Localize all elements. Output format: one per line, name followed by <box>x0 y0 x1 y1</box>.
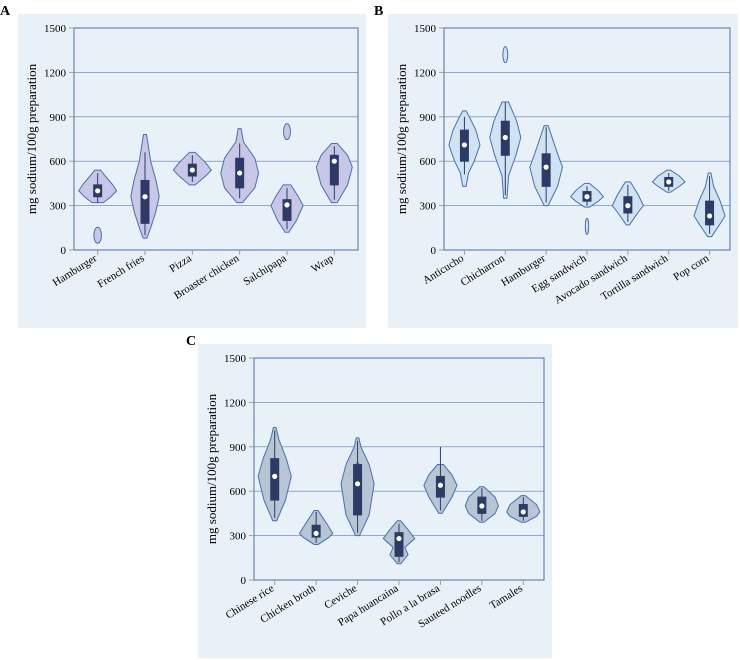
svg-text:900: 900 <box>50 112 67 124</box>
svg-text:mg sodium/100g preparation: mg sodium/100g preparation <box>394 63 409 214</box>
figure-root: { "figure": { "bg_color": "#ffffff", "pa… <box>0 0 740 660</box>
panel-a-label: A <box>0 4 10 20</box>
panel-c-label: C <box>186 334 196 350</box>
median-marker <box>396 536 402 542</box>
median-marker <box>479 503 485 509</box>
svg-text:mg sodium/100g preparation: mg sodium/100g preparation <box>24 63 39 214</box>
svg-text:300: 300 <box>420 201 437 213</box>
svg-text:Avocado sandwich: Avocado sandwich <box>553 252 630 307</box>
svg-text:1200: 1200 <box>414 67 437 79</box>
violin-outlier <box>503 47 508 63</box>
svg-text:900: 900 <box>420 112 437 124</box>
svg-text:Wrap: Wrap <box>309 252 336 275</box>
svg-text:1200: 1200 <box>44 67 67 79</box>
panel-b: 0 300 600 900 1200 1500 mg sodium/100g prepara… <box>388 14 738 328</box>
svg-text:1500: 1500 <box>414 23 437 35</box>
median-marker <box>625 203 631 209</box>
median-marker <box>189 167 195 173</box>
svg-text:Chicharron: Chicharron <box>459 252 508 289</box>
violin-outlier <box>94 227 102 243</box>
svg-text:Hamburger: Hamburger <box>51 252 100 289</box>
median-marker <box>355 481 361 487</box>
svg-text:Pop corn: Pop corn <box>671 252 711 283</box>
svg-text:Salchipapa: Salchipapa <box>241 252 288 288</box>
median-marker <box>284 202 290 208</box>
median-marker <box>666 179 672 185</box>
svg-text:300: 300 <box>230 531 247 543</box>
median-marker <box>461 142 467 148</box>
svg-text:Tamales: Tamales <box>488 582 525 612</box>
median-marker <box>237 170 243 176</box>
panel-b-label: B <box>374 4 383 20</box>
panel-a: 0 300 600 900 1200 1500 mg sodium/100g prepara… <box>18 14 366 328</box>
svg-text:0: 0 <box>241 575 247 587</box>
svg-text:mg sodium/100g preparation: mg sodium/100g preparation <box>204 393 219 544</box>
svg-text:French fries: French fries <box>95 252 146 290</box>
svg-text:600: 600 <box>420 156 437 168</box>
median-marker <box>437 482 443 488</box>
svg-text:Pizza: Pizza <box>167 252 194 275</box>
violin-outlier <box>585 218 588 234</box>
median-marker <box>272 473 278 479</box>
median-marker <box>95 188 101 194</box>
svg-text:1500: 1500 <box>44 23 67 35</box>
box <box>141 180 149 223</box>
svg-text:900: 900 <box>230 442 247 454</box>
median-marker <box>331 158 337 164</box>
svg-text:0: 0 <box>61 245 67 257</box>
svg-text:300: 300 <box>50 201 67 213</box>
median-marker <box>584 194 590 200</box>
median-marker <box>707 213 713 219</box>
violin-outlier <box>284 124 291 140</box>
median-marker <box>313 530 319 536</box>
svg-text:0: 0 <box>431 245 437 257</box>
svg-text:600: 600 <box>230 486 247 498</box>
panel-c: 0 300 600 900 1200 1500 mg sodium/100g prepara… <box>198 344 552 658</box>
box <box>354 465 362 515</box>
svg-text:1200: 1200 <box>224 397 247 409</box>
median-marker <box>142 194 148 200</box>
median-marker <box>502 135 508 141</box>
svg-text:1500: 1500 <box>224 353 247 365</box>
svg-text:600: 600 <box>50 156 67 168</box>
median-marker <box>543 164 549 170</box>
median-marker <box>520 509 526 515</box>
